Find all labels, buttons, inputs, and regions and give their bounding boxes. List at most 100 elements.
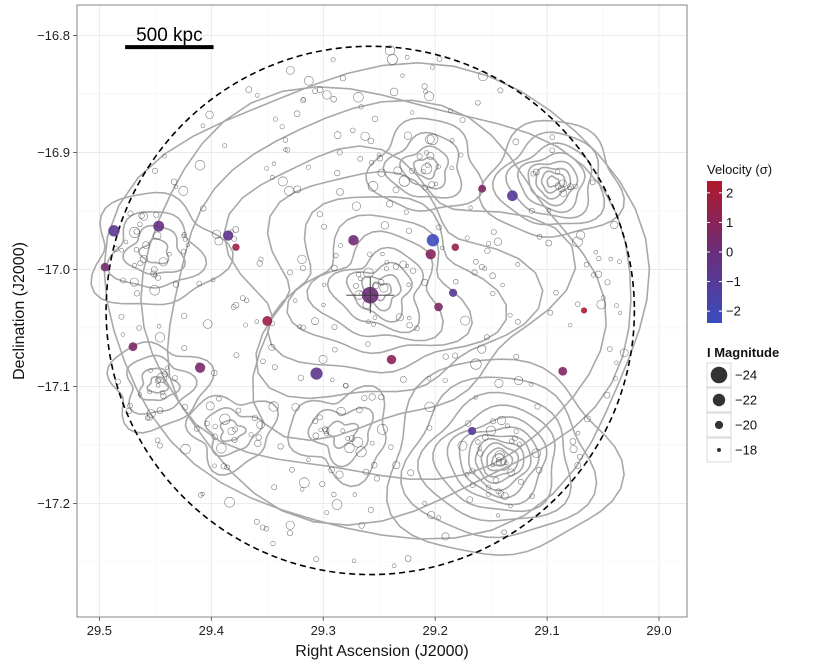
- field-galaxy-marker: [114, 378, 121, 385]
- field-galaxy-marker: [345, 436, 351, 441]
- density-contour: [382, 131, 463, 199]
- field-galaxy-marker: [416, 153, 423, 160]
- field-galaxy-marker: [497, 415, 507, 426]
- member-galaxy-marker: [468, 426, 477, 436]
- field-galaxy-marker: [178, 185, 189, 196]
- magnitude-legend: I Magnitude −24 −22 −20 −18: [706, 345, 779, 463]
- field-galaxy-marker: [405, 227, 412, 234]
- field-galaxy-marker: [258, 256, 264, 262]
- magnitude-key-label: −20: [735, 418, 757, 433]
- field-galaxy-marker: [421, 83, 428, 90]
- member-galaxy-marker: [558, 366, 568, 376]
- field-galaxy-marker: [428, 181, 435, 188]
- field-galaxy-marker: [424, 401, 435, 413]
- field-galaxy-marker: [194, 426, 200, 432]
- field-galaxy-marker: [422, 184, 429, 191]
- field-galaxy-marker: [559, 189, 568, 197]
- density-contour: [125, 354, 198, 415]
- field-galaxy-marker: [212, 463, 217, 469]
- field-galaxy-marker: [259, 524, 266, 531]
- field-galaxy-marker: [507, 312, 513, 318]
- field-galaxy-marker: [376, 155, 384, 162]
- field-galaxy-marker: [386, 200, 394, 208]
- field-galaxy-marker: [536, 234, 543, 240]
- density-contour: [458, 426, 540, 499]
- field-galaxy-marker: [452, 352, 459, 359]
- field-galaxy-marker: [511, 435, 518, 442]
- field-galaxy-marker: [139, 255, 148, 264]
- field-galaxy-marker: [268, 343, 276, 351]
- y-tick-label: −17.2: [37, 496, 70, 511]
- field-galaxy-marker: [355, 446, 367, 458]
- field-galaxy-marker: [495, 513, 501, 518]
- field-galaxy-marker: [496, 457, 502, 463]
- field-galaxy-marker: [426, 425, 433, 431]
- field-galaxy-marker: [363, 267, 374, 279]
- field-galaxy-marker: [351, 201, 361, 211]
- field-galaxy-marker: [271, 161, 276, 166]
- scale-bar: 500 kpc: [125, 25, 214, 50]
- field-galaxy-marker: [486, 425, 496, 436]
- field-galaxy-marker: [447, 108, 453, 114]
- field-galaxy-marker: [286, 66, 295, 75]
- member-galaxy-marker: [507, 190, 518, 202]
- field-galaxy-marker: [617, 259, 622, 264]
- field-galaxy-marker: [214, 237, 223, 246]
- field-galaxy-marker: [343, 383, 349, 389]
- field-galaxy-marker: [279, 124, 285, 130]
- field-galaxy-marker: [410, 267, 417, 274]
- density-contour: [535, 166, 572, 200]
- field-galaxy-marker: [569, 438, 577, 445]
- field-galaxy-marker: [205, 110, 214, 119]
- field-galaxy-marker: [362, 468, 370, 476]
- field-galaxy-marker: [289, 467, 295, 473]
- field-galaxy-marker: [158, 257, 168, 267]
- density-contour: [137, 367, 181, 402]
- field-galaxy-marker: [198, 492, 204, 498]
- field-galaxy-marker: [120, 277, 126, 284]
- field-galaxy-marker: [160, 392, 167, 399]
- field-galaxy-marker: [245, 86, 253, 93]
- field-galaxy-marker: [384, 260, 390, 265]
- field-galaxy-marker: [460, 315, 471, 326]
- field-galaxy-marker: [222, 143, 228, 149]
- field-galaxy-marker: [513, 428, 519, 434]
- field-galaxy-marker: [319, 481, 326, 488]
- field-galaxy-marker: [513, 353, 520, 360]
- density-contour: [467, 434, 532, 492]
- field-galaxy-marker: [514, 376, 524, 386]
- field-galaxy-marker: [293, 110, 301, 118]
- y-axis: −16.8 −16.9 −17.0 −17.1 −17.2: [37, 28, 77, 511]
- field-galaxy-marker: [149, 285, 160, 296]
- density-contour: [266, 195, 507, 374]
- field-galaxy-marker: [321, 223, 327, 230]
- field-galaxy-marker: [368, 393, 376, 401]
- field-galaxy-marker: [300, 265, 306, 272]
- field-galaxy-marker: [422, 501, 427, 506]
- field-galaxy-marker: [348, 435, 356, 442]
- field-galaxy-marker: [424, 91, 435, 102]
- field-galaxy-marker: [224, 496, 235, 508]
- y-tick-label: −17.1: [37, 379, 70, 394]
- density-contour: [505, 142, 593, 219]
- field-galaxy-marker: [297, 254, 307, 264]
- field-galaxy-marker: [459, 117, 466, 123]
- field-galaxy-marker: [376, 152, 381, 157]
- x-tick-label: 29.3: [311, 623, 336, 638]
- field-galaxy-marker: [216, 396, 222, 402]
- field-galaxy-marker: [270, 540, 276, 547]
- field-galaxy-marker: [555, 169, 561, 175]
- field-galaxy-marker: [405, 263, 410, 268]
- field-galaxy-marker: [473, 395, 478, 400]
- field-galaxy-marker: [373, 475, 380, 482]
- field-galaxy-marker: [567, 185, 572, 190]
- density-contour: [491, 452, 508, 467]
- field-galaxy-marker: [285, 520, 295, 530]
- field-galaxy-marker: [269, 175, 275, 180]
- member-galaxy-marker: [425, 249, 436, 260]
- field-galaxy-marker: [486, 484, 492, 490]
- field-galaxy-marker: [475, 100, 481, 106]
- field-galaxy-marker: [583, 415, 591, 423]
- field-galaxy-marker: [180, 443, 191, 455]
- field-galaxy-marker: [377, 279, 385, 286]
